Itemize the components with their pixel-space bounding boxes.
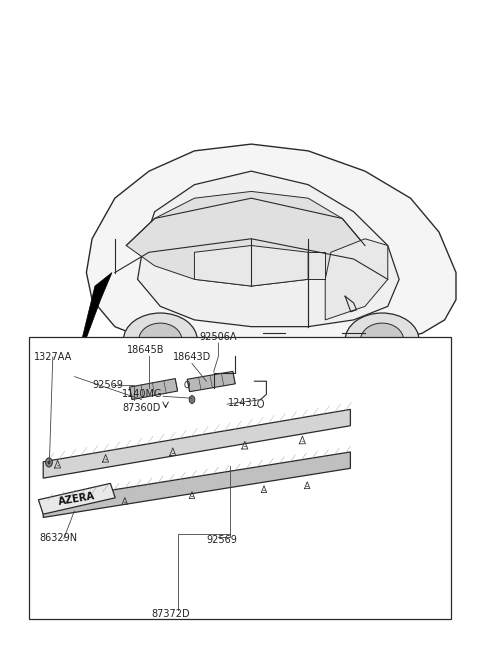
Ellipse shape	[139, 323, 182, 357]
Text: 86329N: 86329N	[40, 533, 78, 544]
Text: 87360D: 87360D	[122, 403, 161, 413]
Polygon shape	[308, 252, 325, 279]
Ellipse shape	[360, 323, 404, 357]
Polygon shape	[86, 144, 456, 354]
Polygon shape	[43, 452, 350, 517]
Polygon shape	[138, 171, 399, 327]
Text: 87372D: 87372D	[151, 609, 190, 620]
Polygon shape	[325, 239, 388, 320]
Polygon shape	[126, 191, 365, 286]
Polygon shape	[194, 246, 308, 286]
Text: 18643D: 18643D	[173, 352, 211, 362]
Bar	[29, 337, 451, 619]
Circle shape	[46, 458, 52, 467]
Polygon shape	[130, 379, 178, 400]
Polygon shape	[43, 409, 350, 478]
Text: 92569: 92569	[206, 535, 237, 546]
Text: 92506A: 92506A	[200, 332, 237, 342]
Text: 1140MG: 1140MG	[122, 389, 163, 400]
Ellipse shape	[123, 313, 197, 367]
Ellipse shape	[345, 313, 419, 367]
Text: 1327AA: 1327AA	[34, 352, 72, 362]
Polygon shape	[74, 272, 112, 370]
Text: 92569: 92569	[92, 380, 123, 390]
Text: 18645B: 18645B	[127, 345, 165, 355]
Circle shape	[48, 460, 50, 464]
Polygon shape	[187, 371, 235, 392]
Polygon shape	[38, 483, 115, 514]
Circle shape	[189, 396, 195, 403]
Text: AZERA: AZERA	[58, 491, 96, 507]
Text: 12431: 12431	[228, 398, 259, 408]
